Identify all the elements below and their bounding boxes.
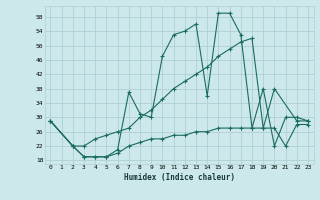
X-axis label: Humidex (Indice chaleur): Humidex (Indice chaleur) [124,173,235,182]
